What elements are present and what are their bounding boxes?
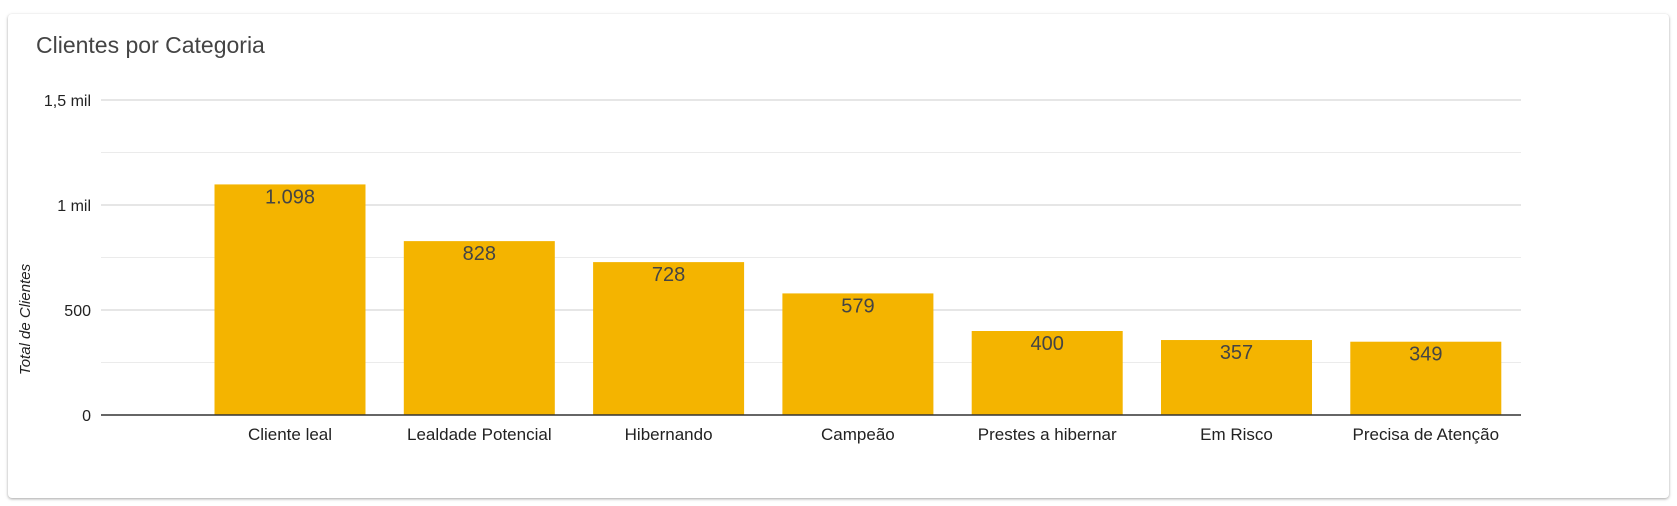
category-label: Hibernando — [625, 425, 713, 444]
category-label: Cliente leal — [248, 425, 332, 444]
data-label: 828 — [463, 243, 496, 265]
bar-6 — [1350, 341, 1502, 415]
y-tick-label: 1,5 mil — [44, 93, 91, 110]
data-label: 1.098 — [265, 186, 315, 208]
bars — [214, 184, 1502, 415]
data-label: 349 — [1409, 344, 1442, 366]
bar-1 — [403, 241, 555, 415]
chart-title: Clientes por Categoria — [36, 32, 265, 58]
data-label: 728 — [652, 264, 685, 286]
bar-chart: 0 500 1 mil 1,5 mil 1.098 Cliente leal 828 Leal… — [17, 93, 1521, 444]
category-label: Prestes a hibernar — [978, 425, 1117, 444]
category-label: Precisa de Atenção — [1353, 425, 1499, 444]
bar-0 — [214, 184, 366, 415]
labels: 0 500 1 mil 1,5 mil 1.098 Cliente leal 828 Leal… — [44, 93, 1499, 444]
y-tick-label: 1 mil — [57, 198, 91, 215]
bar-3 — [782, 293, 934, 415]
y-tick-label: 500 — [64, 303, 91, 320]
y-axis-title: Total de Clientes — [17, 263, 34, 375]
chart-card: Clientes por Categoria 0 500 1 mil 1,5 mil 1… — [8, 14, 1669, 498]
category-label: Lealdade Potencial — [407, 425, 552, 444]
bar-4 — [971, 331, 1123, 415]
data-label: 400 — [1031, 333, 1064, 355]
bar-2 — [593, 262, 745, 415]
data-label: 357 — [1220, 342, 1253, 364]
category-label: Campeão — [821, 425, 895, 444]
bar-5 — [1161, 340, 1312, 415]
category-label: Em Risco — [1200, 425, 1273, 444]
data-label: 579 — [841, 295, 874, 317]
y-tick-label: 0 — [82, 408, 91, 425]
